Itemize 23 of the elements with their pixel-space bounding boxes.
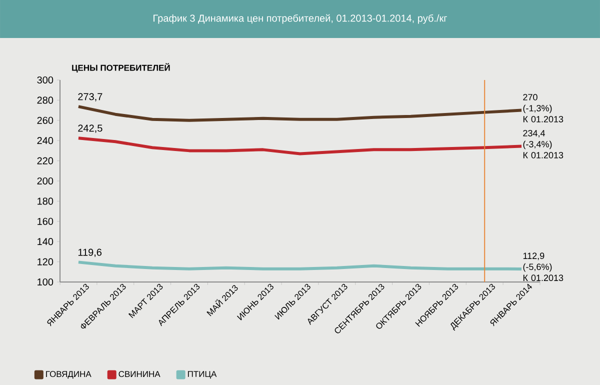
y-tick-label: 100 (38, 278, 54, 286)
annotation: 112,9 (-5,6%) К 01.2013 (523, 252, 564, 282)
legend-label: ПТИЦА (188, 371, 217, 379)
annotation: 242,5 (78, 124, 102, 133)
legend-label: СВИНИНА (118, 371, 160, 378)
y-tick-label: 200 (37, 177, 54, 185)
y-tick-label: 160 (38, 218, 54, 225)
line-series (76, 260, 524, 270)
y-tick-label: 260 (37, 116, 54, 124)
y-tick-label: 140 (38, 238, 54, 246)
y-tick-label: 120 (38, 258, 54, 266)
annotation: 234,4 (-3,4%) К 01.2013 (523, 130, 564, 158)
y-tick-label: 300 (37, 76, 54, 84)
y-tick-label: 220 (37, 157, 54, 164)
y-tick-label: 280 (37, 96, 54, 104)
y-tick-label: 240 (37, 137, 54, 144)
legend-label: ГОВЯДИНА (46, 371, 92, 379)
y-tick-label: 180 (38, 198, 54, 205)
chart-title: График 3 Динамика цен потребителей, 01.2013-01.2014, руб./кг (154, 14, 447, 24)
annotation: 270 (-1,3%) К 01.2013 (523, 94, 564, 122)
annotation: 119,6 (78, 248, 102, 257)
annotation: 273,7 (78, 93, 102, 102)
y-axis-title: ЦЕНЫ ПОТРЕБИТЕЛЕЙ (72, 63, 170, 72)
